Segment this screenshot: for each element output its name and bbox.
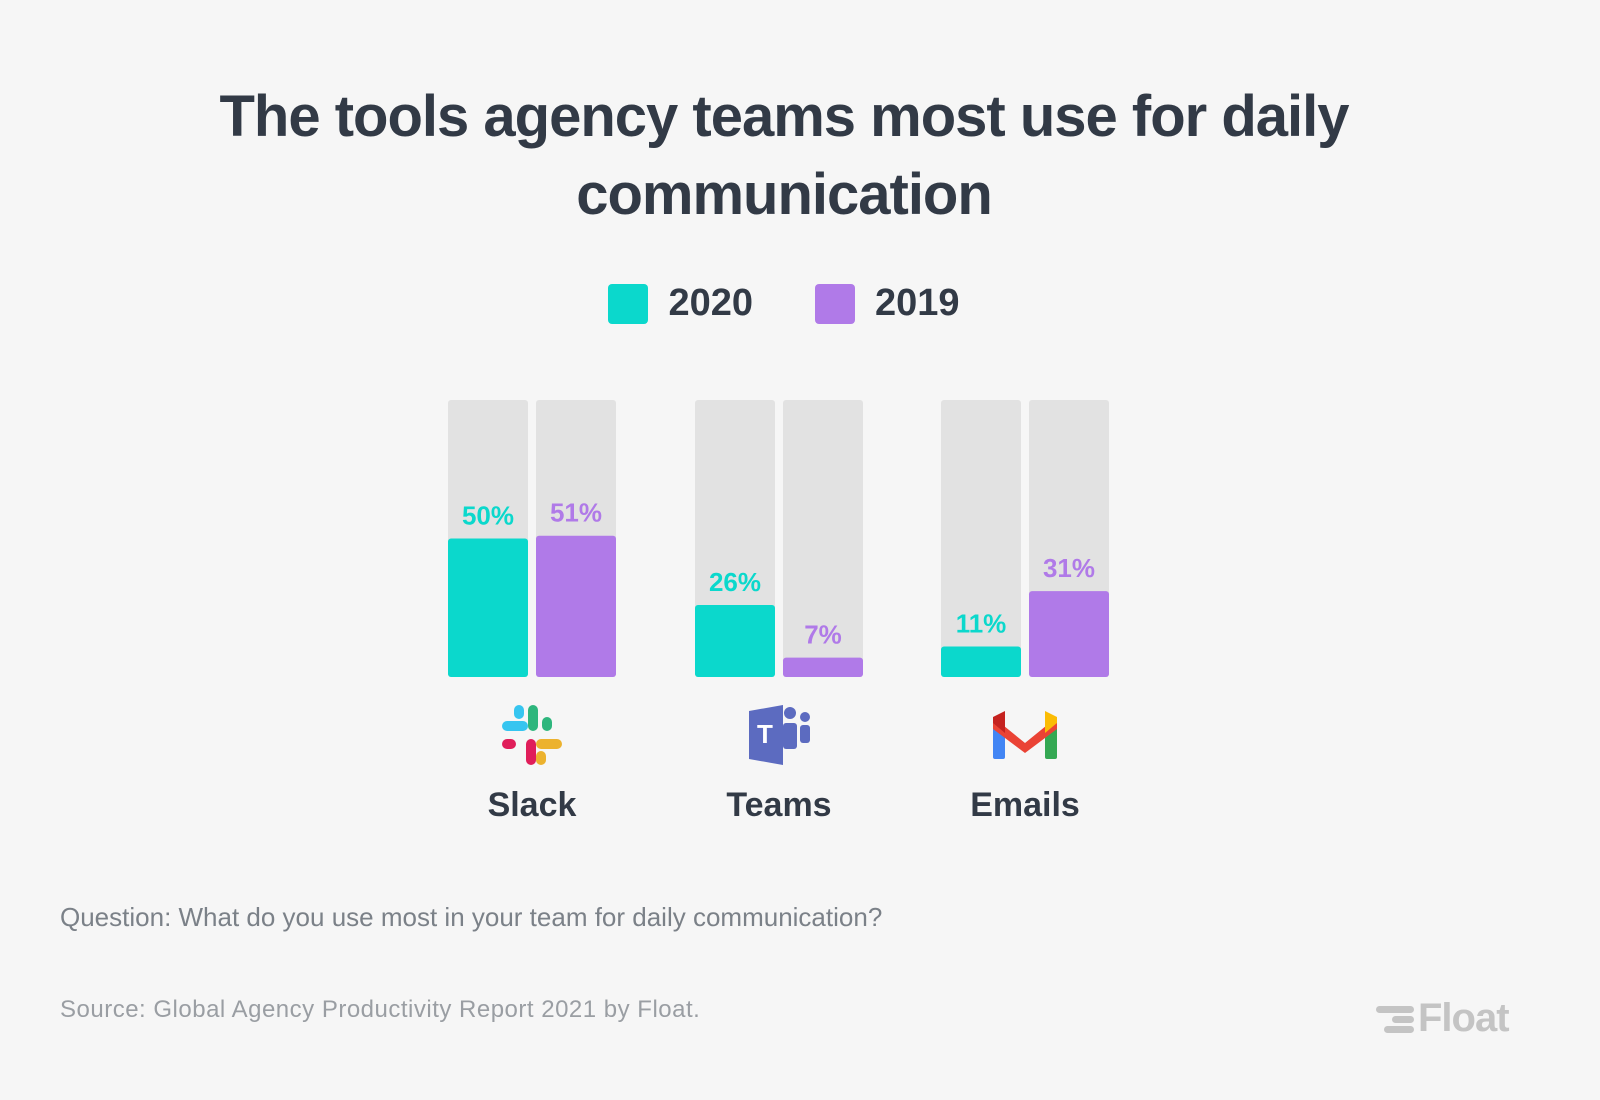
category-label-teams: Teams xyxy=(726,786,831,824)
value-label-emails-2020: 11% xyxy=(956,609,1007,639)
bar-track-teams-2019 xyxy=(783,400,863,677)
category-label-slack: Slack xyxy=(488,786,577,824)
legend-label-2020: 2020 xyxy=(668,282,753,324)
chart-title: The tools agency teams most use for dail… xyxy=(0,78,1568,234)
float-logo-text: Float xyxy=(1418,996,1510,1040)
bar-group-slack: 50% 51% Slack xyxy=(448,400,616,824)
legend-swatch-2019 xyxy=(815,283,855,324)
category-label-emails: Emails xyxy=(970,786,1080,824)
bar-slack-2020 xyxy=(448,538,528,677)
bar-track-emails-2020 xyxy=(941,400,1021,677)
float-logo: Float xyxy=(1376,996,1510,1041)
bar-chart: 50% 51% Slack 26% 7% T Teams 11% 31% Emails xyxy=(448,400,1109,824)
legend-item-2020: 2020 xyxy=(608,282,753,325)
bar-teams-2020 xyxy=(695,604,775,677)
value-label-slack-2019: 51% xyxy=(550,498,602,528)
legend-label-2019: 2019 xyxy=(875,282,960,324)
float-logo-icon xyxy=(1376,1003,1414,1035)
bar-emails-2019 xyxy=(1029,591,1109,677)
svg-text:T: T xyxy=(757,719,773,749)
source-note: Source: Global Agency Productivity Repor… xyxy=(60,996,701,1023)
value-label-teams-2019: 7% xyxy=(804,620,842,650)
teams-icon: T xyxy=(749,705,810,765)
legend-item-2019: 2019 xyxy=(815,282,960,325)
value-label-emails-2019: 31% xyxy=(1043,553,1095,583)
bar-group-emails: 11% 31% Emails xyxy=(941,400,1109,824)
chart-title-line-1: The tools agency teams most use for dail… xyxy=(219,84,1350,149)
survey-question: Question: What do you use most in your t… xyxy=(60,902,883,932)
value-label-teams-2020: 26% xyxy=(709,567,761,597)
legend-swatch-2020 xyxy=(608,283,649,324)
gmail-icon xyxy=(993,711,1057,759)
value-label-slack-2020: 50% xyxy=(462,501,514,531)
legend: 2020 2019 xyxy=(0,282,1568,325)
bar-emails-2020 xyxy=(941,646,1021,677)
bar-slack-2019 xyxy=(536,535,616,677)
bar-teams-2019 xyxy=(783,657,863,677)
chart-title-line-2: communication xyxy=(576,162,993,227)
slack-icon xyxy=(502,705,562,765)
bar-group-teams: 26% 7% T Teams xyxy=(695,400,863,824)
